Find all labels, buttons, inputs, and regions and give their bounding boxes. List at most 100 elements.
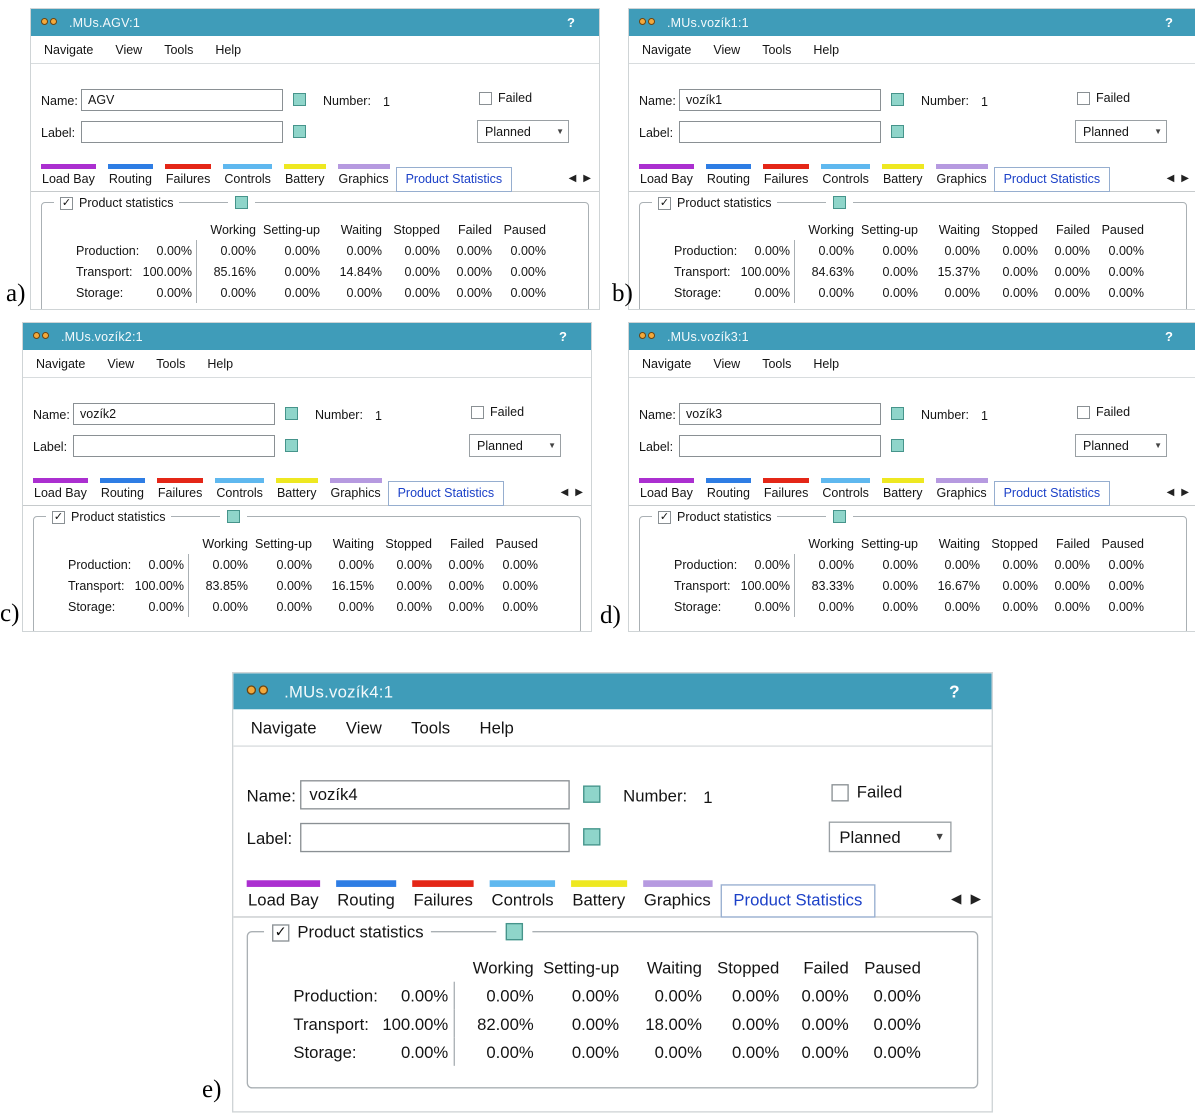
label-input[interactable]: [300, 822, 570, 853]
tab-failures[interactable]: Failures: [757, 478, 815, 505]
failed-checkbox[interactable]: [1077, 405, 1090, 419]
tab-scroll-left-icon[interactable]: ◀: [951, 892, 962, 907]
menu-item-view[interactable]: View: [713, 42, 741, 57]
name-input[interactable]: vozík3: [679, 403, 881, 425]
tab-load-bay[interactable]: Load Bay: [633, 164, 700, 191]
title-bar[interactable]: .MUs.vozík4:1 ?: [233, 673, 992, 710]
tab-routing[interactable]: Routing: [700, 478, 757, 505]
tab-controls[interactable]: Controls: [815, 164, 876, 191]
planned-select[interactable]: Planned ▼: [1075, 120, 1167, 143]
label-input[interactable]: [73, 435, 275, 457]
tab-product-statistics[interactable]: Product Statistics: [387, 481, 505, 506]
inherit-button[interactable]: [583, 828, 601, 846]
tab-scroll-left-icon[interactable]: ◀: [568, 173, 577, 184]
tab-scroll-right-icon[interactable]: ▶: [583, 173, 591, 184]
tab-battery[interactable]: Battery: [278, 164, 332, 191]
menu-item-view[interactable]: View: [713, 356, 741, 371]
tab-scroll-right-icon[interactable]: ▶: [970, 892, 981, 907]
menu-item-help[interactable]: Help: [215, 42, 242, 57]
title-bar[interactable]: .MUs.vozík1:1 ?: [629, 9, 1195, 36]
tab-routing[interactable]: Routing: [94, 478, 151, 505]
tab-routing[interactable]: Routing: [328, 880, 404, 916]
inherit-button[interactable]: [235, 196, 248, 209]
planned-select[interactable]: Planned ▼: [1075, 434, 1167, 457]
planned-select[interactable]: Planned ▼: [828, 821, 952, 853]
help-button[interactable]: ?: [567, 15, 575, 30]
product-statistics-checkbox[interactable]: ✓: [272, 923, 290, 942]
tab-graphics[interactable]: Graphics: [635, 880, 720, 916]
failed-checkbox[interactable]: [479, 91, 492, 105]
tab-graphics[interactable]: Graphics: [332, 164, 396, 191]
product-statistics-checkbox[interactable]: ✓: [658, 510, 671, 524]
help-button[interactable]: ?: [948, 681, 960, 702]
title-bar[interactable]: .MUs.AGV:1 ?: [31, 9, 599, 36]
title-bar[interactable]: .MUs.vozík2:1 ?: [23, 323, 591, 350]
menu-item-tools[interactable]: Tools: [156, 356, 186, 371]
label-input[interactable]: [679, 121, 881, 143]
product-statistics-checkbox[interactable]: ✓: [658, 196, 671, 210]
tab-battery[interactable]: Battery: [563, 880, 635, 916]
menu-item-navigate[interactable]: Navigate: [250, 718, 317, 737]
inherit-button[interactable]: [227, 510, 240, 523]
menu-item-help[interactable]: Help: [207, 356, 234, 371]
inherit-button[interactable]: [293, 93, 306, 106]
failed-checkbox[interactable]: [1077, 91, 1090, 105]
help-button[interactable]: ?: [559, 329, 567, 344]
tab-routing[interactable]: Routing: [700, 164, 757, 191]
menu-item-view[interactable]: View: [107, 356, 135, 371]
inherit-button[interactable]: [505, 922, 524, 941]
inherit-button[interactable]: [891, 407, 904, 420]
tab-controls[interactable]: Controls: [482, 880, 563, 916]
tab-product-statistics[interactable]: Product Statistics: [395, 167, 513, 192]
name-input[interactable]: vozík4: [300, 780, 570, 810]
help-button[interactable]: ?: [1165, 329, 1173, 344]
product-statistics-checkbox[interactable]: ✓: [52, 510, 65, 524]
inherit-button[interactable]: [833, 196, 846, 209]
failed-checkbox[interactable]: [471, 405, 484, 419]
tab-scroll-right-icon[interactable]: ▶: [1181, 487, 1189, 498]
tab-scroll-left-icon[interactable]: ◀: [560, 487, 569, 498]
menu-item-view[interactable]: View: [115, 42, 143, 57]
inherit-button[interactable]: [285, 407, 298, 420]
failed-checkbox[interactable]: [831, 783, 849, 801]
inherit-button[interactable]: [285, 439, 298, 452]
tab-failures[interactable]: Failures: [151, 478, 209, 505]
menu-item-view[interactable]: View: [345, 718, 382, 737]
inherit-button[interactable]: [833, 510, 846, 523]
tab-graphics[interactable]: Graphics: [324, 478, 388, 505]
tab-battery[interactable]: Battery: [876, 478, 930, 505]
inherit-button[interactable]: [891, 93, 904, 106]
menu-item-help[interactable]: Help: [479, 718, 514, 737]
menu-item-tools[interactable]: Tools: [411, 718, 451, 737]
product-statistics-checkbox[interactable]: ✓: [60, 196, 73, 210]
planned-select[interactable]: Planned ▼: [469, 434, 561, 457]
tab-load-bay[interactable]: Load Bay: [633, 478, 700, 505]
label-input[interactable]: [679, 435, 881, 457]
tab-load-bay[interactable]: Load Bay: [239, 880, 328, 916]
menu-item-navigate[interactable]: Navigate: [642, 356, 692, 371]
tab-scroll-right-icon[interactable]: ▶: [1181, 173, 1189, 184]
tab-graphics[interactable]: Graphics: [930, 478, 994, 505]
planned-select[interactable]: Planned ▼: [477, 120, 569, 143]
tab-battery[interactable]: Battery: [876, 164, 930, 191]
tab-load-bay[interactable]: Load Bay: [27, 478, 94, 505]
tab-controls[interactable]: Controls: [217, 164, 278, 191]
tab-battery[interactable]: Battery: [270, 478, 324, 505]
inherit-button[interactable]: [891, 439, 904, 452]
tab-failures[interactable]: Failures: [159, 164, 217, 191]
name-input[interactable]: vozík2: [73, 403, 275, 425]
tab-controls[interactable]: Controls: [209, 478, 270, 505]
tab-failures[interactable]: Failures: [404, 880, 482, 916]
inherit-button[interactable]: [293, 125, 306, 138]
menu-item-navigate[interactable]: Navigate: [36, 356, 86, 371]
help-button[interactable]: ?: [1165, 15, 1173, 30]
menu-item-navigate[interactable]: Navigate: [642, 42, 692, 57]
tab-scroll-right-icon[interactable]: ▶: [575, 487, 583, 498]
menu-item-navigate[interactable]: Navigate: [44, 42, 94, 57]
inherit-button[interactable]: [891, 125, 904, 138]
tab-scroll-left-icon[interactable]: ◀: [1166, 173, 1175, 184]
menu-item-tools[interactable]: Tools: [762, 356, 792, 371]
label-input[interactable]: [81, 121, 283, 143]
tab-graphics[interactable]: Graphics: [930, 164, 994, 191]
tab-product-statistics[interactable]: Product Statistics: [993, 481, 1111, 506]
